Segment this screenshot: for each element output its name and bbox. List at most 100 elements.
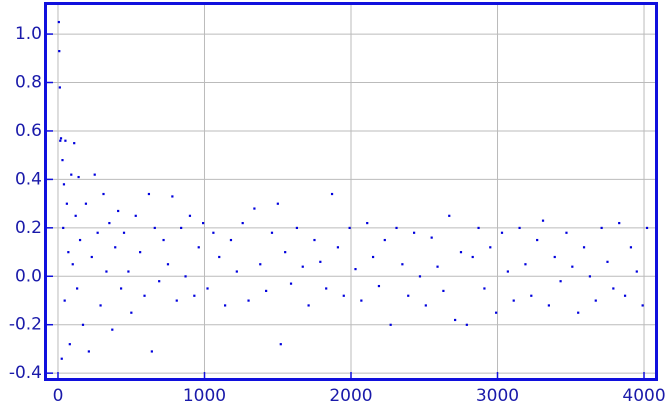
point [270,231,274,234]
y-tick-label: -0.4 [9,363,42,383]
point [389,323,392,326]
point [119,287,123,290]
point [74,214,77,217]
point [150,350,153,353]
point [58,50,61,53]
point [424,304,427,307]
point [93,173,96,176]
point [635,270,638,273]
point [265,289,268,293]
point [448,214,451,217]
point [412,231,416,234]
point [279,343,282,346]
point [162,238,165,242]
point [117,209,120,213]
point [307,304,310,307]
point [62,183,66,186]
point [407,294,410,297]
point [202,221,205,225]
point [111,328,114,331]
y-tick-label: 1.0 [15,24,42,44]
point [336,246,340,249]
point [184,275,187,278]
point [127,270,130,273]
point [61,159,64,162]
plot-frame [44,2,658,381]
point [301,265,304,268]
point [289,282,293,285]
point [418,275,422,278]
point [500,231,504,234]
point [166,263,170,266]
point [99,304,102,307]
point [259,263,262,266]
point [212,231,215,234]
point [71,263,74,266]
point [102,192,105,196]
point [180,226,183,230]
point [114,246,117,249]
point [84,202,88,205]
point [348,226,351,230]
point [67,251,70,254]
point [354,268,357,271]
point [77,175,80,179]
point [59,139,62,142]
point [471,255,474,259]
point [366,221,369,225]
point [206,287,209,290]
point [57,20,60,24]
y-tick-label: 0.0 [15,266,42,286]
point [295,226,298,230]
point [139,251,142,254]
point [175,299,178,302]
point [588,275,592,278]
point [541,219,545,222]
point [122,231,126,234]
point [330,192,334,196]
y-tick-label: 0.4 [15,169,42,189]
point [436,265,439,268]
x-tick-label: 0 [53,386,64,406]
point [360,299,363,302]
point [524,263,527,266]
point [62,226,65,230]
point [284,251,287,254]
point [383,238,386,242]
point [629,246,633,249]
point [342,294,345,297]
point [547,304,550,307]
point [253,207,256,210]
point [147,192,151,196]
point [63,299,66,302]
point [247,299,250,302]
point [606,260,609,263]
x-tick-label: 3000 [476,386,519,406]
point [442,289,445,293]
point [618,221,621,225]
point [153,226,156,230]
point [59,137,63,140]
point [70,173,73,176]
point [90,255,93,259]
point [565,231,568,234]
point [130,311,133,314]
point [600,226,603,230]
point [489,246,492,249]
point [518,226,521,230]
point [325,287,328,290]
point [73,142,76,145]
point [171,195,174,198]
point [188,214,192,217]
point [78,238,82,242]
x-tick-label: 2000 [329,386,372,406]
x-tick-label: 1000 [183,386,226,406]
point [87,350,90,353]
point [459,251,463,254]
point [512,299,515,302]
point [81,323,85,326]
point [76,287,79,290]
point [582,246,586,249]
point [134,214,137,217]
